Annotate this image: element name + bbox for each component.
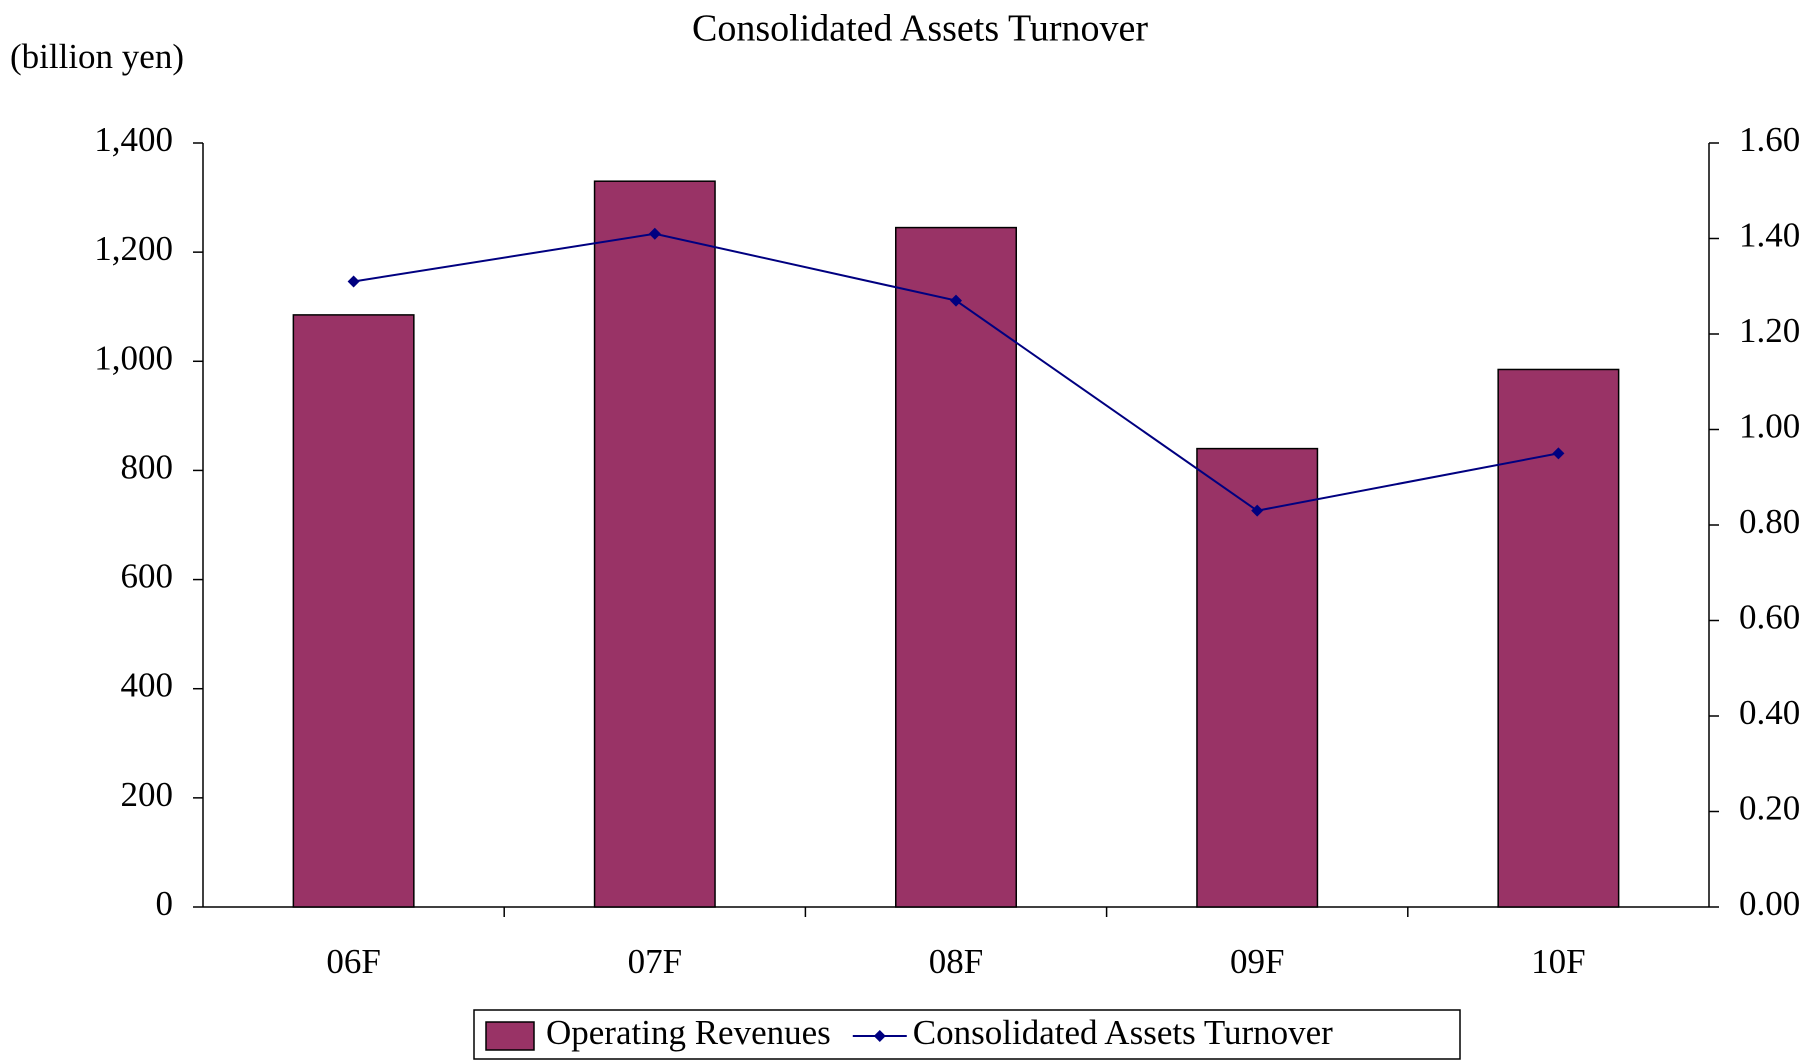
bar bbox=[895, 226, 1017, 908]
y2-tick-label: 1.20 bbox=[1739, 311, 1800, 350]
x-tick-label: 07F bbox=[628, 942, 682, 981]
y2-tick-label: 0.60 bbox=[1739, 598, 1800, 637]
y-tick-label: 1,200 bbox=[94, 229, 173, 268]
legend-swatch bbox=[485, 1021, 535, 1051]
x-tick-label: 08F bbox=[929, 942, 983, 981]
y-tick-label: 1,400 bbox=[94, 120, 173, 159]
legend-label: Consolidated Assets Turnover bbox=[913, 1013, 1333, 1052]
marker bbox=[648, 227, 661, 240]
marker bbox=[1552, 447, 1565, 460]
legend-box bbox=[473, 1009, 1461, 1060]
y2-tick-label: 0.00 bbox=[1739, 884, 1800, 923]
y-tick-label: 0 bbox=[156, 884, 174, 923]
bar bbox=[593, 180, 716, 908]
x-tick-label: 06F bbox=[326, 942, 380, 981]
y2-tick-label: 1.00 bbox=[1739, 407, 1800, 446]
legend-label: Operating Revenues bbox=[546, 1013, 831, 1052]
y-tick-label: 200 bbox=[121, 775, 174, 814]
bar bbox=[1196, 447, 1319, 908]
bar bbox=[292, 314, 415, 908]
x-tick-label: 09F bbox=[1230, 942, 1284, 981]
chart-title: Consolidated Assets Turnover bbox=[692, 8, 1148, 50]
y2-tick-label: 0.80 bbox=[1739, 502, 1800, 541]
legend-marker bbox=[873, 1030, 886, 1042]
y2-tick-label: 1.60 bbox=[1739, 120, 1800, 159]
y-tick-label: 600 bbox=[121, 557, 174, 596]
y-tick-label: 800 bbox=[121, 447, 174, 486]
y-tick-label: 1,000 bbox=[94, 338, 173, 377]
marker bbox=[347, 275, 360, 288]
y2-tick-label: 0.40 bbox=[1739, 693, 1800, 732]
y-axis-label: (billion yen) bbox=[10, 37, 184, 76]
y2-tick-label: 0.20 bbox=[1739, 789, 1800, 828]
y2-tick-label: 1.40 bbox=[1739, 216, 1800, 255]
marker bbox=[950, 294, 962, 307]
y-tick-label: 400 bbox=[121, 666, 174, 705]
marker bbox=[1251, 504, 1264, 517]
x-tick-label: 10F bbox=[1531, 942, 1585, 981]
